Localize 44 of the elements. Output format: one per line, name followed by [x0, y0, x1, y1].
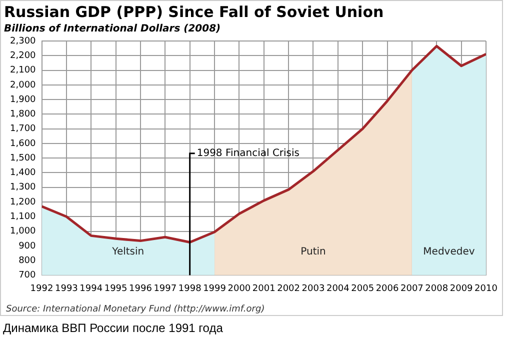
y-tick-label: 800 — [18, 256, 36, 266]
y-tick-label: 2,100 — [10, 66, 36, 76]
y-tick-label: 1,100 — [10, 212, 36, 222]
x-tick-label: 1994 — [80, 284, 103, 294]
source-note: Source: International Monetary Fund (http://www.imf.org) — [6, 304, 265, 314]
y-tick-label: 1,800 — [10, 110, 36, 120]
x-tick-label: 1997 — [154, 284, 177, 294]
y-tick-label: 1,400 — [10, 168, 36, 178]
x-tick-label: 1999 — [203, 284, 226, 294]
x-tick-label: 2009 — [450, 284, 474, 294]
y-tick-label: 1,200 — [10, 197, 36, 208]
ref-line-label: 1998 Financial Crisis — [196, 148, 300, 160]
series-label: Yeltsin — [111, 246, 144, 258]
y-tick-label: 900 — [18, 241, 36, 252]
series-label: Medvedev — [423, 246, 475, 258]
x-tick-label: 1993 — [54, 284, 78, 294]
x-tick-label: 2001 — [252, 284, 276, 294]
x-tick-label: 2006 — [376, 284, 400, 294]
x-tick-label: 2005 — [351, 284, 374, 294]
text: Динамика ВВП России после 1991 года — [3, 321, 223, 335]
x-tick-label: 2004 — [326, 284, 350, 294]
y-tick-label: 1,000 — [10, 226, 36, 237]
x-tick-label: 1992 — [30, 284, 54, 294]
x-tick-label: 1998 — [178, 284, 202, 294]
y-tick-label: 1,300 — [10, 182, 36, 193]
chart-subtitle: Billions of International Dollars (2008) — [4, 24, 221, 35]
y-tick-label: 2,300 — [10, 36, 36, 46]
y-tick-label: 1,700 — [10, 124, 36, 134]
x-tick-label: 2007 — [400, 284, 424, 294]
y-tick-label: 1,500 — [10, 153, 36, 164]
x-tick-label: 1996 — [129, 284, 152, 294]
y-tick-label: 700 — [18, 270, 36, 281]
x-tick-label: 1995 — [104, 284, 128, 294]
chart-title: Russian GDP (PPP) Since Fall of Soviet Union — [4, 2, 384, 21]
y-tick-label: 2,000 — [10, 80, 36, 90]
y-tick-label: 2,200 — [10, 50, 36, 61]
x-tick-label: 2002 — [277, 284, 300, 294]
x-tick-label: 2010 — [474, 284, 498, 294]
series-label: Putin — [300, 246, 326, 258]
x-tick-label: 2003 — [302, 284, 325, 294]
y-tick-label: 1,900 — [10, 94, 36, 105]
y-tick-label: 1,600 — [10, 138, 36, 149]
x-tick-label: 2000 — [228, 284, 251, 294]
x-tick-label: 2008 — [425, 284, 448, 294]
